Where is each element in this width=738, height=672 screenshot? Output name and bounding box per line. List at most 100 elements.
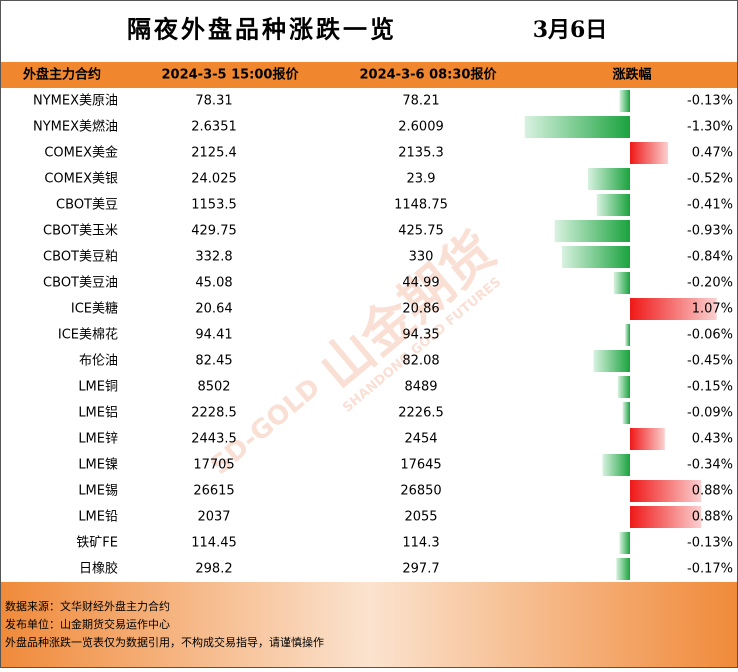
price-now: 78.21 (402, 94, 439, 109)
contract-name: LME锌 (78, 432, 118, 447)
contract-name: ICE美糖 (71, 301, 118, 317)
change-bar (630, 298, 717, 320)
change-label: -0.34% (687, 458, 733, 473)
price-now: 2.6009 (398, 120, 444, 135)
change-bar (593, 350, 630, 372)
change-bar (630, 506, 702, 528)
contract-name: COMEX美金 (44, 145, 118, 161)
change-label: -0.20% (687, 276, 733, 291)
price-now: 82.08 (402, 354, 439, 369)
change-label: 0.88% (692, 484, 733, 499)
price-now: 2454 (404, 432, 437, 447)
change-bar (561, 246, 630, 268)
price-prev: 26615 (193, 484, 234, 499)
price-prev: 8502 (197, 380, 230, 395)
date: 3月6日 (533, 17, 608, 43)
change-label: -0.15% (687, 380, 733, 395)
price-now: 17645 (400, 458, 441, 473)
price-now: 114.3 (402, 536, 439, 551)
price-prev: 1153.5 (191, 198, 237, 213)
change-label: -0.93% (687, 224, 733, 239)
change-bar (616, 558, 630, 580)
contract-name: CBOT美玉米 (43, 224, 118, 239)
price-now: 8489 (404, 380, 437, 395)
change-label: -0.13% (687, 94, 733, 109)
price-now: 2135.3 (398, 146, 444, 161)
price-prev: 2443.5 (191, 432, 237, 447)
change-label: -0.13% (687, 536, 733, 551)
contract-name: 铁矿FE (76, 536, 118, 551)
price-now: 2226.5 (398, 406, 444, 421)
contract-name: NYMEX美原油 (33, 94, 118, 109)
contract-name: CBOT美豆粕 (43, 250, 118, 265)
contract-name: CBOT美豆 (56, 198, 118, 213)
price-now: 26850 (400, 484, 441, 499)
column-header: 涨跌幅 (611, 67, 651, 83)
change-label: 0.47% (692, 146, 733, 161)
change-label: 0.43% (692, 432, 733, 447)
change-label: -0.17% (687, 562, 733, 577)
change-bar (524, 116, 630, 138)
price-prev: 2228.5 (191, 406, 237, 421)
column-header: 2024-3-6 08:30报价 (360, 68, 498, 83)
change-bar (617, 376, 630, 398)
change-label: -0.06% (687, 328, 733, 343)
contract-name: LME铝 (78, 406, 118, 421)
price-prev: 78.31 (195, 94, 232, 109)
price-prev: 332.8 (195, 250, 232, 265)
title: 隔夜外盘品种涨跌一览 (127, 15, 397, 44)
change-label: 0.88% (692, 510, 733, 525)
contract-name: LME锡 (78, 484, 118, 499)
price-prev: 2037 (197, 510, 230, 525)
change-label: -1.30% (687, 120, 733, 135)
contract-name: NYMEX美燃油 (33, 119, 118, 135)
change-label: 1.07% (692, 302, 733, 317)
price-prev: 298.2 (195, 562, 232, 577)
price-now: 425.75 (398, 224, 444, 239)
price-prev: 20.64 (195, 302, 232, 317)
footer-line: 外盘品种涨跌一览表仅为数据引用，不构成交易指导，请谨慎操作 (5, 635, 324, 649)
change-label: -0.52% (687, 172, 733, 187)
change-bar (619, 532, 630, 554)
change-label: -0.41% (687, 198, 733, 213)
contract-name: 日橡胶 (79, 561, 118, 577)
header-row (1, 62, 737, 88)
price-prev: 114.45 (191, 536, 237, 551)
price-now: 1148.75 (394, 198, 448, 213)
price-now: 330 (409, 250, 434, 265)
price-prev: 2125.4 (191, 146, 237, 161)
price-prev: 17705 (193, 458, 234, 473)
contract-name: LME镍 (78, 458, 118, 473)
price-prev: 45.08 (195, 276, 232, 291)
contract-name: LME铜 (78, 380, 118, 395)
footer-line: 发布单位：山金期货交易运作中心 (5, 617, 170, 631)
contract-name: ICE美棉花 (58, 327, 118, 343)
price-now: 2055 (404, 510, 437, 525)
price-now: 20.86 (402, 302, 439, 317)
column-header: 2024-3-5 15:00报价 (162, 68, 300, 83)
change-bar (630, 480, 702, 502)
price-now: 297.7 (402, 562, 439, 577)
change-label: -0.84% (687, 250, 733, 265)
contract-name: CBOT美豆油 (43, 276, 118, 291)
change-bar (625, 324, 630, 346)
price-prev: 2.6351 (191, 120, 237, 135)
footer-line: 数据来源：文华财经外盘主力合约 (5, 599, 170, 613)
change-bar (630, 142, 669, 164)
contract-name: 布伦油 (79, 354, 118, 369)
change-bar (630, 428, 665, 450)
table: 外盘主力合约 2024-3-5 15:00报价 2024-3-6 08:30报价 涨跌… (22, 67, 733, 580)
change-bar (587, 168, 630, 190)
contract-name: COMEX美银 (44, 172, 118, 187)
change-bar (622, 402, 630, 424)
price-now: 94.35 (402, 328, 439, 343)
price-prev: 429.75 (191, 224, 237, 239)
change-bar (596, 194, 630, 216)
change-bar (554, 220, 630, 242)
footer-bg (1, 582, 737, 667)
price-prev: 82.45 (195, 354, 232, 369)
change-label: -0.45% (687, 354, 733, 369)
column-header: 外盘主力合约 (22, 67, 101, 83)
